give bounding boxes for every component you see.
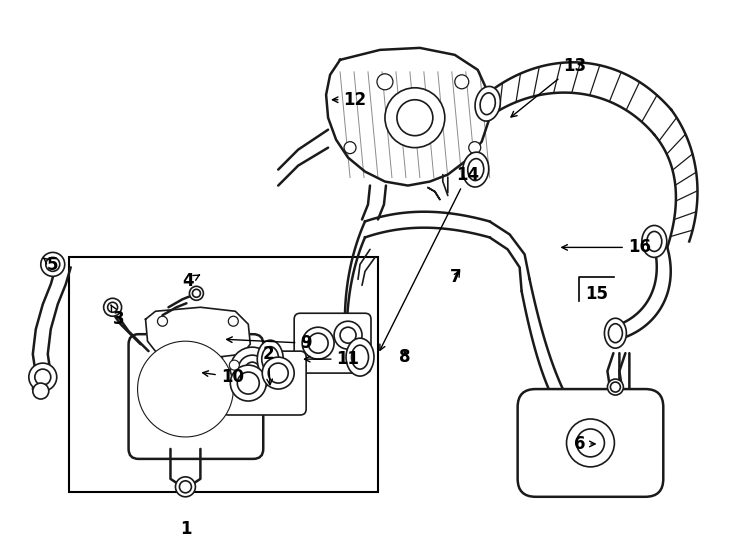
Polygon shape <box>326 48 490 186</box>
Circle shape <box>455 75 469 89</box>
Ellipse shape <box>257 340 283 378</box>
Circle shape <box>103 298 122 316</box>
Circle shape <box>397 100 433 136</box>
FancyBboxPatch shape <box>517 389 664 497</box>
FancyBboxPatch shape <box>222 351 306 415</box>
Circle shape <box>189 286 203 300</box>
Circle shape <box>137 341 233 437</box>
Ellipse shape <box>468 159 484 180</box>
Circle shape <box>192 289 200 298</box>
Circle shape <box>228 316 239 326</box>
Circle shape <box>334 321 362 349</box>
Ellipse shape <box>262 347 279 372</box>
Text: 10: 10 <box>203 368 244 386</box>
Circle shape <box>179 481 192 493</box>
Circle shape <box>34 369 51 385</box>
Ellipse shape <box>462 152 489 187</box>
Circle shape <box>245 362 259 376</box>
Polygon shape <box>145 307 250 359</box>
Text: 8: 8 <box>399 348 410 366</box>
Circle shape <box>41 252 65 276</box>
Text: 15: 15 <box>585 285 608 303</box>
Circle shape <box>229 360 239 370</box>
Text: 3: 3 <box>111 305 124 328</box>
Ellipse shape <box>608 323 622 343</box>
Circle shape <box>611 382 620 392</box>
Circle shape <box>567 419 614 467</box>
Circle shape <box>237 372 259 394</box>
Ellipse shape <box>647 232 662 252</box>
Text: 12: 12 <box>333 91 366 109</box>
Circle shape <box>344 141 356 153</box>
Circle shape <box>469 141 481 153</box>
FancyBboxPatch shape <box>128 334 264 459</box>
Circle shape <box>230 365 266 401</box>
Text: 5: 5 <box>44 256 59 274</box>
Text: 6: 6 <box>574 435 595 453</box>
Ellipse shape <box>475 86 501 121</box>
Circle shape <box>608 379 623 395</box>
Circle shape <box>302 327 334 359</box>
Circle shape <box>308 333 328 353</box>
Text: 11: 11 <box>305 350 360 368</box>
Ellipse shape <box>604 318 626 348</box>
Ellipse shape <box>352 345 368 369</box>
Circle shape <box>340 327 356 343</box>
Circle shape <box>158 316 167 326</box>
Text: 1: 1 <box>180 519 191 538</box>
Text: 4: 4 <box>183 272 200 291</box>
FancyBboxPatch shape <box>294 313 371 373</box>
Ellipse shape <box>480 93 495 114</box>
Circle shape <box>385 88 445 147</box>
Circle shape <box>576 429 604 457</box>
Circle shape <box>175 477 195 497</box>
Ellipse shape <box>642 226 666 258</box>
Circle shape <box>46 258 59 271</box>
Circle shape <box>230 347 275 391</box>
Text: 7: 7 <box>450 268 462 286</box>
Circle shape <box>239 355 266 383</box>
Bar <box>69 258 378 492</box>
Text: 9: 9 <box>227 334 312 352</box>
Text: 14: 14 <box>380 166 479 350</box>
Circle shape <box>268 363 288 383</box>
Circle shape <box>144 347 228 431</box>
Text: 2: 2 <box>263 345 274 384</box>
Circle shape <box>29 363 57 391</box>
Circle shape <box>377 74 393 90</box>
Text: 13: 13 <box>511 57 586 117</box>
Circle shape <box>262 357 294 389</box>
Circle shape <box>175 379 195 399</box>
Text: 16: 16 <box>562 238 651 256</box>
Circle shape <box>158 361 214 417</box>
Circle shape <box>108 302 117 312</box>
Ellipse shape <box>346 338 374 376</box>
Circle shape <box>33 383 48 399</box>
